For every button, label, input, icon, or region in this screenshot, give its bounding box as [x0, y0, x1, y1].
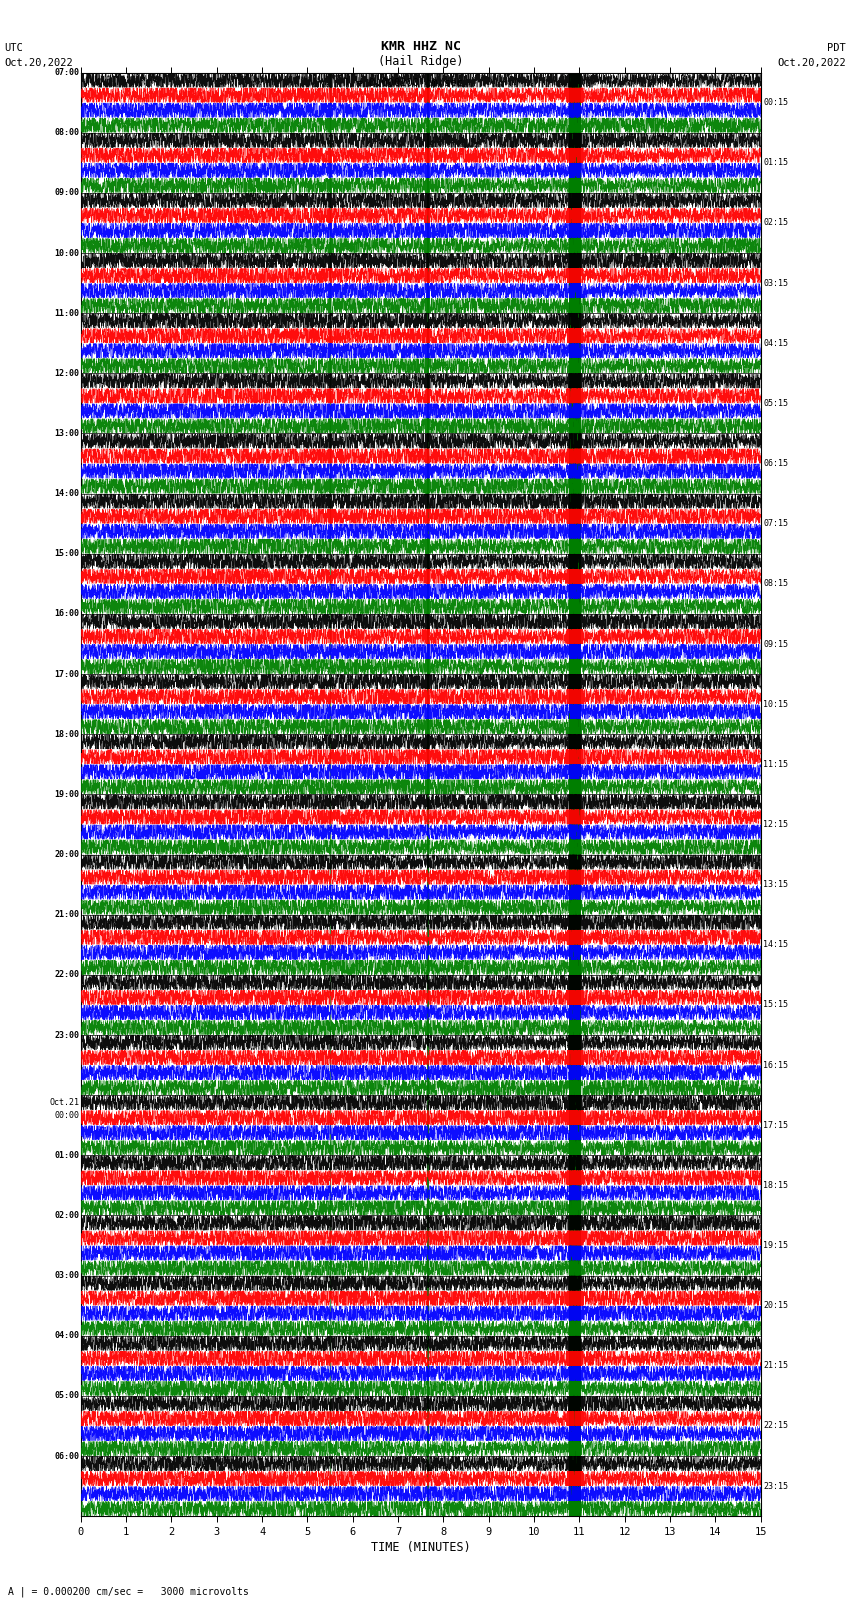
Text: 16:15: 16:15	[763, 1061, 788, 1069]
Text: 20:15: 20:15	[763, 1302, 788, 1310]
Text: Oct.20,2022: Oct.20,2022	[4, 58, 73, 68]
Text: 23:00: 23:00	[54, 1031, 79, 1039]
Text: 02:15: 02:15	[763, 218, 788, 227]
Text: 21:00: 21:00	[54, 910, 79, 919]
Text: 15:00: 15:00	[54, 550, 79, 558]
Text: 22:00: 22:00	[54, 971, 79, 979]
Text: 19:15: 19:15	[763, 1240, 788, 1250]
Text: 01:00: 01:00	[54, 1150, 79, 1160]
Bar	[570, 73, 581, 1516]
Text: 07:15: 07:15	[763, 519, 788, 527]
Text: 12:00: 12:00	[54, 369, 79, 377]
Text: 13:15: 13:15	[763, 881, 788, 889]
Text: 13:00: 13:00	[54, 429, 79, 439]
Text: 05:00: 05:00	[54, 1392, 79, 1400]
Text: UTC: UTC	[4, 44, 23, 53]
Text: 00:15: 00:15	[763, 98, 788, 106]
Text: 09:00: 09:00	[54, 189, 79, 197]
Text: 10:15: 10:15	[763, 700, 788, 708]
Text: KMR HHZ NC: KMR HHZ NC	[381, 40, 461, 53]
Text: 06:15: 06:15	[763, 460, 788, 468]
Text: 17:15: 17:15	[763, 1121, 788, 1129]
Text: 07:00: 07:00	[54, 68, 79, 77]
Text: 14:00: 14:00	[54, 489, 79, 498]
X-axis label: TIME (MINUTES): TIME (MINUTES)	[371, 1540, 471, 1553]
Text: 20:00: 20:00	[54, 850, 79, 860]
Text: 04:15: 04:15	[763, 339, 788, 348]
Text: 17:00: 17:00	[54, 669, 79, 679]
Text: A | = 0.000200 cm/sec =   3000 microvolts: A | = 0.000200 cm/sec = 3000 microvolts	[8, 1586, 249, 1597]
Text: 11:00: 11:00	[54, 308, 79, 318]
Text: Oct.20,2022: Oct.20,2022	[777, 58, 846, 68]
Text: (Hail Ridge): (Hail Ridge)	[378, 55, 463, 68]
Text: 09:15: 09:15	[763, 639, 788, 648]
Text: | = 0.000200 cm/sec: | = 0.000200 cm/sec	[344, 77, 463, 89]
Text: 08:15: 08:15	[763, 579, 788, 589]
Text: 06:00: 06:00	[54, 1452, 79, 1460]
Text: 15:15: 15:15	[763, 1000, 788, 1010]
Text: 08:00: 08:00	[54, 129, 79, 137]
Text: 10:00: 10:00	[54, 248, 79, 258]
Text: 02:00: 02:00	[54, 1211, 79, 1219]
Text: 14:15: 14:15	[763, 940, 788, 950]
Text: 03:15: 03:15	[763, 279, 788, 287]
Text: 04:00: 04:00	[54, 1331, 79, 1340]
Text: 03:00: 03:00	[54, 1271, 79, 1281]
Text: 00:00: 00:00	[54, 1111, 79, 1121]
Text: PDT: PDT	[827, 44, 846, 53]
Text: 11:15: 11:15	[763, 760, 788, 769]
Text: 01:15: 01:15	[763, 158, 788, 168]
Text: 22:15: 22:15	[763, 1421, 788, 1431]
Text: 05:15: 05:15	[763, 398, 788, 408]
Text: 21:15: 21:15	[763, 1361, 788, 1371]
Text: 12:15: 12:15	[763, 819, 788, 829]
Text: 23:15: 23:15	[763, 1482, 788, 1490]
Text: 19:00: 19:00	[54, 790, 79, 798]
Text: 18:00: 18:00	[54, 729, 79, 739]
Text: 16:00: 16:00	[54, 610, 79, 618]
Text: 18:15: 18:15	[763, 1181, 788, 1190]
Text: Oct.21: Oct.21	[49, 1098, 79, 1108]
